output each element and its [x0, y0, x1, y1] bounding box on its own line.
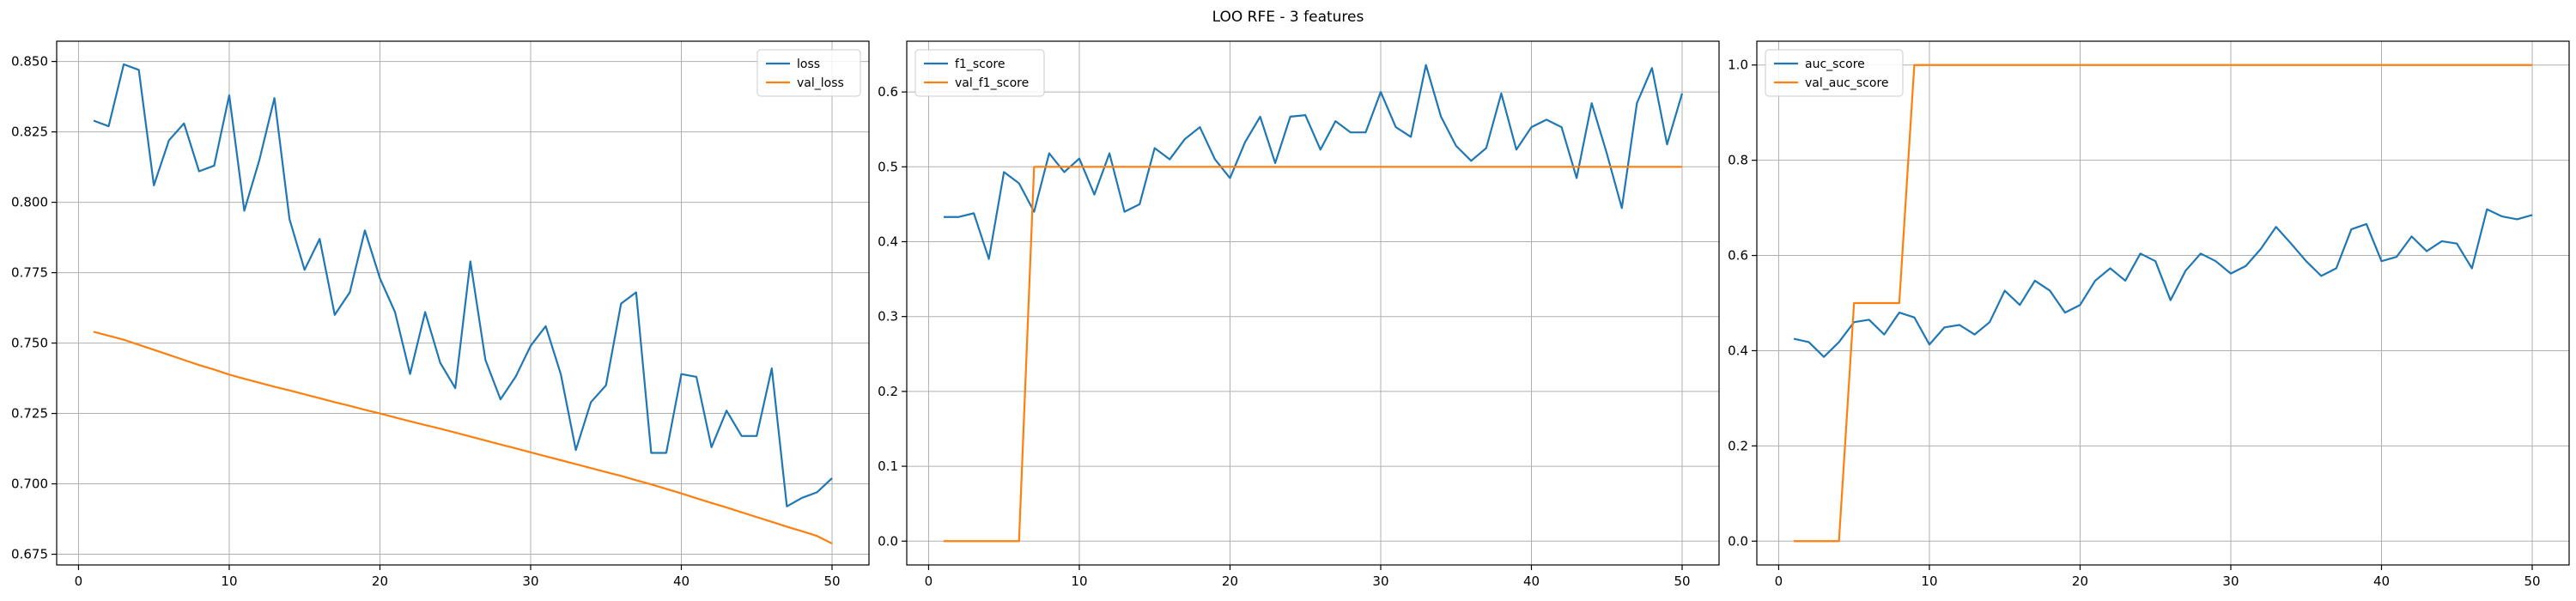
x-tick-label: 10	[221, 574, 237, 589]
y-tick-label: 0.725	[11, 406, 48, 422]
axes-frame	[906, 40, 1720, 566]
x-tick-label: 0	[1775, 574, 1783, 589]
subplot-3: 0 10 20 30 40 50 0.0 0.2 0.4 0.6 0.8 1.0 auc_scoreva…	[1728, 40, 2570, 589]
legend-label: auc_score	[1805, 58, 1865, 71]
x-tick-label: 30	[2222, 574, 2239, 589]
y-tick-label: 0.825	[11, 124, 48, 140]
series-line-val_loss	[93, 331, 833, 545]
y-tick-label: 0.8	[1728, 153, 1748, 168]
legend-label: f1_score	[955, 58, 1005, 71]
y-tick-label: 0.5	[878, 159, 898, 174]
x-tick-label: 40	[1523, 574, 1540, 589]
y-tick-label: 0.4	[878, 234, 898, 250]
legend-label: val_auc_score	[1805, 76, 1889, 90]
y-tick-label: 0.700	[11, 477, 48, 492]
y-tick-label: 0.2	[878, 384, 898, 399]
y-tick-label: 0.800	[11, 195, 48, 210]
y-tick-label: 1.0	[1728, 58, 1748, 73]
y-tick-label: 0.850	[11, 54, 48, 70]
y-tick-label: 0.0	[878, 533, 898, 549]
x-tick-label: 0	[75, 574, 83, 589]
x-tick-label: 20	[1222, 574, 1238, 589]
x-tick-label: 30	[1372, 574, 1388, 589]
legend: auc_score val_auc_score	[1765, 49, 1904, 97]
x-tick-label: 40	[2373, 574, 2390, 589]
y-tick-label: 0.750	[11, 336, 48, 351]
series-line-val_auc_score	[1794, 64, 2532, 543]
legend-label: val_f1_score	[955, 76, 1029, 90]
x-tick-label: 40	[673, 574, 690, 589]
legend-box	[1765, 49, 1904, 97]
axes-frame	[1756, 40, 2570, 566]
y-tick-label: 0.6	[1728, 248, 1748, 264]
y-tick-label: 0.1	[878, 458, 898, 474]
legend-label: val_loss	[797, 76, 844, 90]
legend: loss val_loss	[756, 49, 861, 97]
legend-box	[756, 49, 861, 97]
y-tick-label: 0.4	[1728, 343, 1748, 358]
y-tick-label: 0.775	[11, 265, 48, 281]
series-line-auc_score	[1793, 208, 2533, 358]
series-line-val_f1_score	[944, 166, 1682, 543]
x-tick-label: 50	[823, 574, 840, 589]
subplot-2: 0 10 20 30 40 50 0.0 0.1 0.2 0.3 0.4 0.5 0.6 f1_score…	[878, 40, 1720, 589]
axes-frame	[56, 40, 870, 566]
y-tick-label: 0.3	[878, 309, 898, 325]
legend: f1_score val_f1_score	[914, 49, 1045, 97]
x-tick-label: 0	[925, 574, 933, 589]
x-tick-label: 20	[372, 574, 388, 589]
series-line-f1_score	[944, 64, 1684, 260]
y-tick-label: 0.675	[11, 547, 48, 562]
y-tick-label: 0.0	[1728, 533, 1748, 549]
legend-label: loss	[797, 58, 820, 71]
x-tick-label: 10	[1071, 574, 1087, 589]
legend-box	[914, 49, 1045, 97]
y-tick-label: 0.2	[1728, 438, 1748, 453]
series-line-loss	[93, 63, 833, 507]
x-tick-label: 50	[1674, 574, 1690, 589]
x-tick-label: 50	[2524, 574, 2540, 589]
x-tick-label: 30	[522, 574, 538, 589]
subplot-1: 0 10 20 30 40 50 0.675 0.700 0.725 0.750 0.775 0.80…	[11, 40, 870, 589]
y-tick-label: 0.6	[878, 84, 898, 100]
figure-title: LOO RFE - 3 features	[1212, 9, 1364, 26]
x-tick-label: 10	[1921, 574, 1937, 589]
x-tick-label: 20	[2072, 574, 2088, 589]
